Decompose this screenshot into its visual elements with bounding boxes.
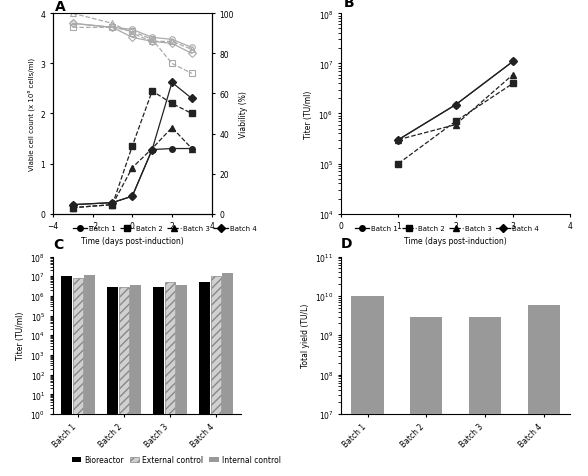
Legend: Batch 1, Batch 2, Batch 3, Batch 4: Batch 1, Batch 2, Batch 3, Batch 4 (70, 223, 259, 235)
Bar (199, 283, 209, 476)
Y-axis label: Titer (TU/ml): Titer (TU/ml) (16, 311, 25, 360)
Text: B: B (344, 0, 355, 10)
Bar (85, 276, 95, 476)
X-axis label: Time (days post-induction): Time (days post-induction) (405, 237, 507, 245)
Bar (153, 287, 163, 476)
Y-axis label: Viable cell count (x 10⁶ cells/ml): Viable cell count (x 10⁶ cells/ml) (28, 58, 35, 171)
Bar (469, 317, 501, 476)
Bar (176, 286, 186, 476)
Y-axis label: Viability (%): Viability (%) (239, 91, 248, 138)
Bar (222, 273, 232, 476)
Bar (62, 277, 72, 476)
Text: D: D (341, 236, 353, 250)
Y-axis label: Total yield (TU/L): Total yield (TU/L) (300, 304, 309, 367)
Legend: Batch 1, Batch 2, Batch 3, Batch 4: Batch 1, Batch 2, Batch 3, Batch 4 (352, 223, 542, 235)
X-axis label: Time (days post-induction): Time (days post-induction) (81, 237, 183, 245)
Bar (119, 287, 129, 476)
Bar (527, 305, 560, 476)
Bar (352, 296, 384, 476)
Bar (131, 286, 141, 476)
Bar (165, 283, 175, 476)
Y-axis label: Titer (TU/ml): Titer (TU/ml) (304, 90, 313, 139)
Text: A: A (55, 0, 66, 14)
Bar (73, 278, 83, 476)
Bar (108, 287, 118, 476)
Bar (211, 277, 221, 476)
Bar (410, 317, 443, 476)
Text: C: C (53, 237, 64, 251)
Legend: Bioreactor, External control, Internal control: Bioreactor, External control, Internal c… (69, 452, 284, 467)
